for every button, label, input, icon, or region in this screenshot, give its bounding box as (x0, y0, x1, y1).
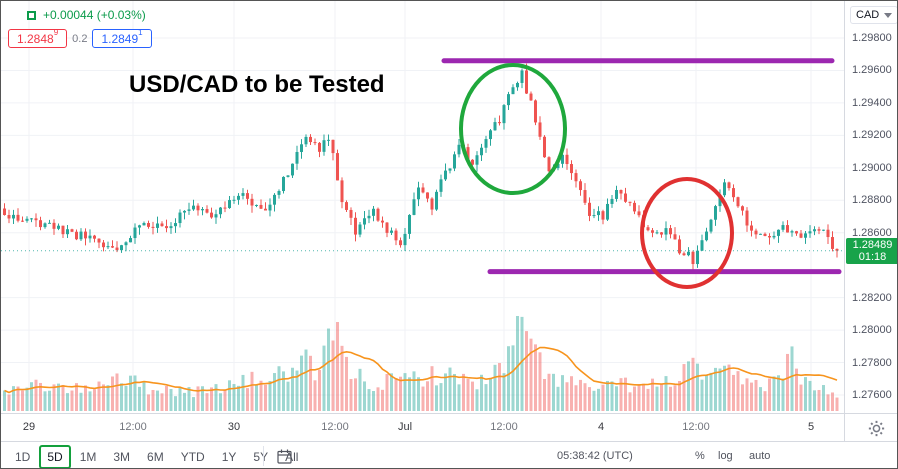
price-change-text: +0.00044 (+0.03%) (43, 8, 146, 22)
axis-separator (844, 414, 845, 442)
price-axis-label: 1.27800 (852, 356, 892, 369)
range-button-1m[interactable]: 1M (79, 450, 97, 464)
range-button-ytd[interactable]: YTD (180, 450, 205, 464)
settings-gear-icon[interactable] (868, 420, 885, 437)
candles (3, 63, 839, 271)
chevron-down-icon (884, 12, 893, 18)
chart-area[interactable]: +0.00044 (+0.03%) 1.28489 0.2 1.28491 US… (1, 1, 844, 413)
volume-ma-line (4, 346, 838, 394)
price-axis[interactable]: CAD 1.29800 1.29600 1.29400 1.29200 1.29000 1… (844, 1, 897, 413)
time-axis-label: 29 (22, 421, 36, 433)
sell-price-button[interactable]: 1.28489 (8, 28, 68, 48)
grid (1, 1, 844, 411)
price-axis-label: 1.28000 (852, 324, 892, 337)
last-price-value: 1.28489 (852, 238, 893, 251)
currency-label: CAD (856, 9, 880, 21)
time-axis-label: 12:00 (490, 421, 518, 433)
time-axis-label: 4 (597, 421, 605, 433)
ask-price-sup: 1 (138, 28, 143, 37)
bar-countdown: 01:18 (858, 250, 887, 263)
time-axis-label: 12:00 (119, 421, 147, 433)
time-axis-label: Jul (397, 421, 413, 433)
range-button-1d[interactable]: 1D (15, 450, 31, 464)
price-axis-label: 1.27600 (852, 389, 892, 401)
price-axis-label: 1.28200 (852, 291, 892, 304)
annotations (441, 58, 842, 289)
price-axis-label: 1.29800 (852, 32, 892, 44)
price-axis-label: 1.29400 (852, 96, 892, 109)
time-axis[interactable]: 29 12:00 30 12:00 Jul 12:00 4 12:00 5 (1, 413, 897, 442)
bid-price-sup: 9 (53, 28, 59, 37)
time-axis-label: 12:00 (321, 421, 349, 433)
range-button-all[interactable]: All (285, 450, 299, 464)
price-axis-label: 1.28600 (852, 226, 892, 239)
currency-selector[interactable]: CAD (850, 6, 897, 24)
volume-bars (3, 316, 839, 411)
bid-price: 1.2848 (17, 32, 54, 46)
auto-scale-button[interactable]: auto (749, 450, 771, 462)
percent-scale-button[interactable]: % (695, 450, 705, 462)
clock[interactable]: 05:38:42 (UTC) (557, 450, 633, 462)
bottom-toolbar: 1D 5D 1M 3M 6M YTD 1Y 5Y All 05:38:42 (UTC) % lo… (1, 441, 897, 468)
price-axis-label: 1.28800 (852, 194, 892, 207)
range-button-5d[interactable]: 5D (39, 445, 71, 468)
price-axis-label: 1.29000 (852, 161, 892, 174)
buy-price-button[interactable]: 1.28491 (92, 28, 152, 48)
bid-ask-panel: 1.28489 0.2 1.28491 (8, 28, 152, 48)
price-axis-label: 1.29200 (852, 129, 892, 142)
chart-annotation-title: USD/CAD to be Tested (129, 71, 385, 98)
legend: +0.00044 (+0.03%) (27, 8, 146, 22)
range-button-6m[interactable]: 6M (147, 450, 164, 464)
range-button-5y[interactable]: 5Y (253, 450, 269, 464)
toolbar-divider (263, 446, 264, 466)
ask-price: 1.2849 (101, 32, 139, 46)
range-button-3m[interactable]: 3M (113, 450, 131, 464)
time-axis-label: 30 (227, 421, 241, 433)
log-scale-button[interactable]: log (718, 450, 733, 462)
last-price-badge: 1.28489 01:18 (846, 237, 897, 264)
spread-value: 0.2 (72, 32, 88, 45)
range-buttons: 1D 5D 1M 3M 6M YTD 1Y 5Y All (7, 445, 306, 468)
time-axis-label: 5 (807, 421, 815, 433)
price-axis-label: 1.29600 (852, 64, 892, 77)
go-to-date-icon[interactable] (276, 448, 293, 465)
range-button-1y[interactable]: 1Y (221, 450, 237, 464)
candlestick-chart[interactable] (1, 1, 844, 413)
time-axis-label: 12:00 (682, 421, 710, 433)
series-marker-icon (27, 10, 36, 20)
